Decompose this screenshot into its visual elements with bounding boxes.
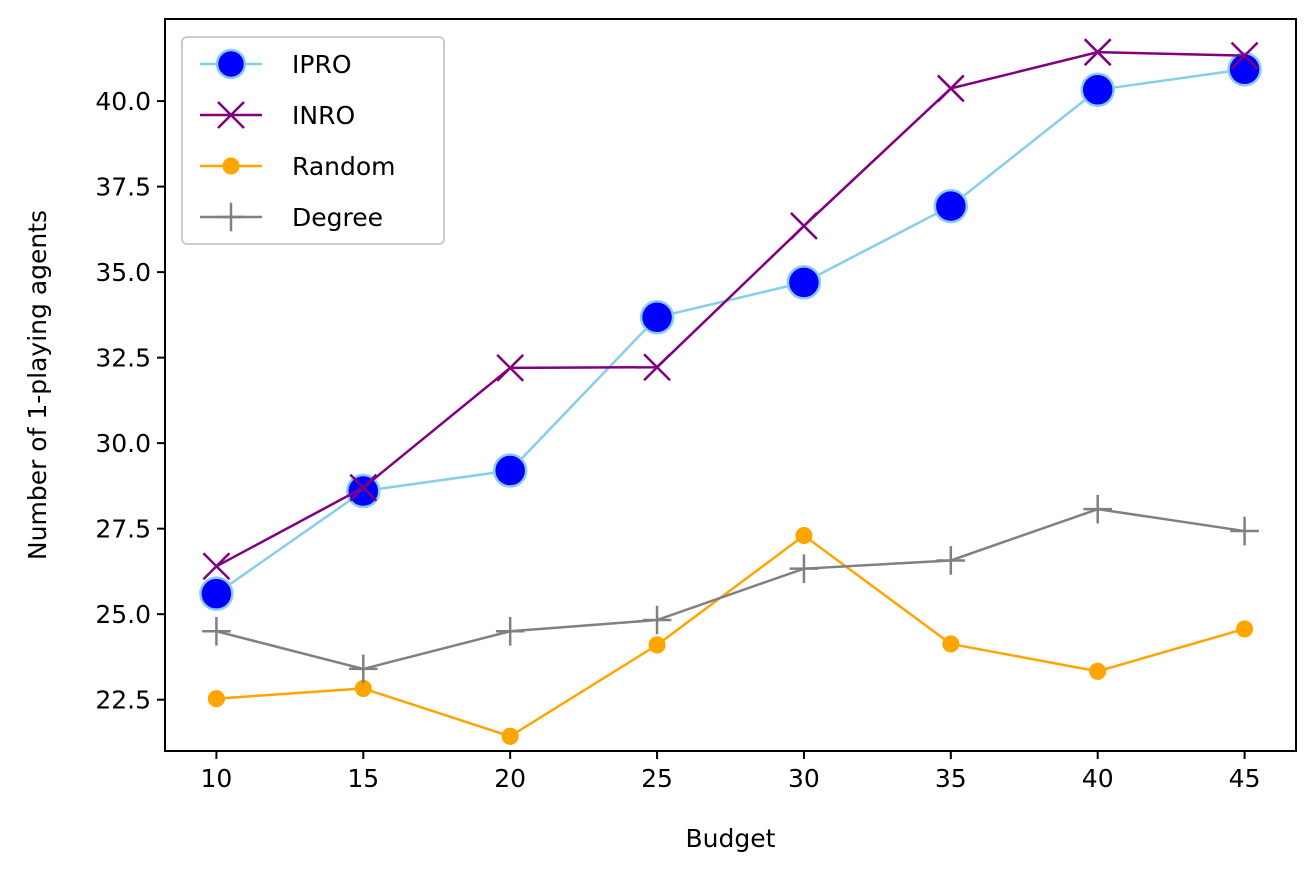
y-tick-label: 25.0 — [95, 600, 151, 629]
series-degree — [202, 494, 1259, 684]
random-marker — [648, 636, 666, 654]
random-marker-legend — [222, 157, 240, 175]
ipro-marker — [199, 576, 234, 611]
inro-marker — [1083, 38, 1112, 67]
degree-marker — [789, 554, 819, 583]
degree-marker — [348, 654, 378, 684]
inro-marker-legend — [217, 101, 245, 129]
ipro-marker-legend — [215, 48, 247, 80]
legend: IPRO INRO Random Degree — [181, 36, 445, 245]
random-marker — [1089, 662, 1107, 680]
ipro-marker — [1080, 72, 1115, 108]
ipro-marker — [786, 265, 822, 300]
random-marker — [501, 727, 519, 745]
ipro-marker — [933, 188, 969, 224]
series-layer — [199, 38, 1262, 745]
x-tick-label: 30 — [788, 764, 820, 793]
degree-marker-legend — [216, 202, 246, 232]
legend-entry-inro: INRO — [200, 101, 355, 130]
inro-marker — [202, 552, 231, 581]
ipro-marker — [1227, 52, 1262, 87]
inro-line — [215, 50, 1245, 568]
inro-marker — [643, 353, 671, 382]
degree-marker — [936, 546, 966, 575]
series-ipro — [199, 52, 1262, 611]
random-marker — [795, 526, 813, 545]
ipro-marker — [346, 473, 381, 509]
degree-marker — [202, 616, 231, 646]
ticks-layer: 10 15 20 25 30 35 40 45 22.5 25.0 27.5 30.0 32.5 35.0… — [95, 87, 1260, 793]
degree-marker — [495, 616, 525, 646]
legend-label: Degree — [292, 203, 383, 232]
inro-marker — [349, 473, 378, 502]
inro-marker — [1230, 41, 1259, 70]
ipro-marker — [492, 453, 528, 488]
random-marker — [207, 690, 225, 708]
series-random — [207, 526, 1254, 745]
legend-label: INRO — [292, 101, 355, 130]
x-axis-label: Budget — [686, 824, 776, 853]
y-tick-label: 37.5 — [95, 173, 151, 202]
degree-marker — [1230, 516, 1259, 546]
degree-marker — [1083, 494, 1113, 524]
random-marker — [1236, 620, 1254, 638]
inro-marker — [496, 354, 525, 382]
y-tick-label: 35.0 — [95, 258, 151, 287]
plot-frame — [164, 18, 1297, 752]
x-tick-label: 25 — [641, 764, 673, 793]
legend-entry-ipro: IPRO — [200, 48, 352, 80]
y-axis-label: Number of 1-playing agents — [23, 210, 52, 560]
legend-box — [181, 36, 445, 245]
x-tick-label: 10 — [201, 764, 233, 793]
x-tick-label: 45 — [1229, 764, 1261, 793]
inro-marker — [936, 74, 965, 103]
legend-entry-degree: Degree — [200, 202, 383, 232]
random-line — [216, 533, 1245, 738]
degree-marker — [642, 605, 672, 635]
x-tick-label: 15 — [347, 764, 379, 793]
series-inro — [202, 38, 1259, 581]
x-tick-label: 20 — [494, 764, 526, 793]
legend-label: Random — [292, 152, 396, 181]
inro-marker — [790, 212, 818, 240]
x-tick-label: 40 — [1082, 764, 1114, 793]
ipro-line — [215, 68, 1245, 595]
legend-entry-random: Random — [200, 152, 396, 181]
legend-label: IPRO — [292, 50, 352, 79]
random-marker — [942, 635, 960, 653]
y-tick-label: 27.5 — [95, 515, 151, 544]
y-tick-label: 32.5 — [95, 344, 151, 373]
y-tick-label: 22.5 — [95, 686, 151, 715]
degree-line — [216, 507, 1245, 671]
x-tick-label: 35 — [935, 764, 967, 793]
ipro-marker — [639, 300, 675, 335]
y-tick-label: 30.0 — [95, 429, 151, 458]
y-tick-label: 40.0 — [95, 87, 151, 116]
